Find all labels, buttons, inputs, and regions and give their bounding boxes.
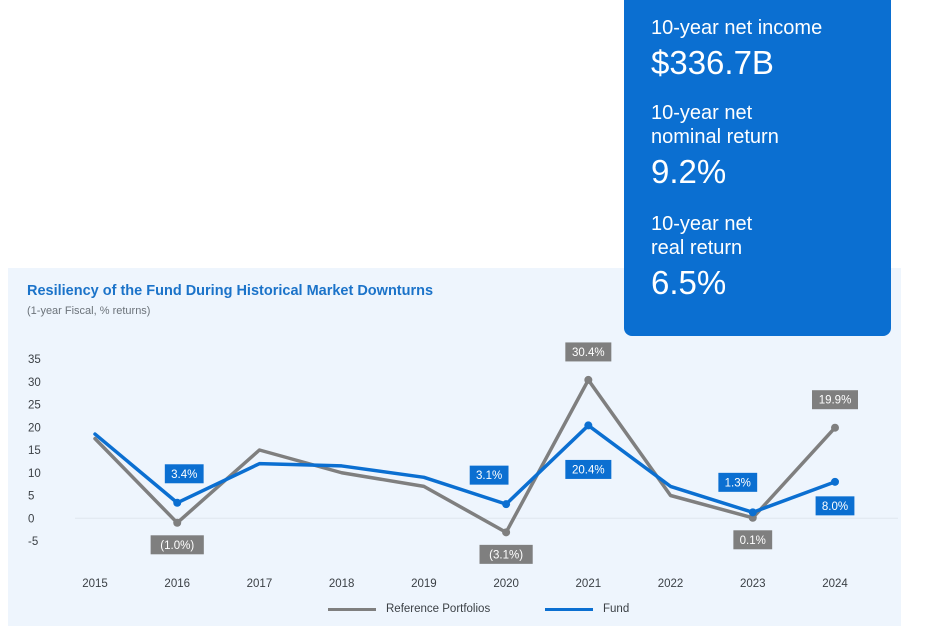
series-line-reference [93,378,837,535]
data-label: (1.0%) [160,540,194,552]
data-label-box [479,544,533,564]
y-tick-label: 20 [28,422,41,434]
x-tick-label: 2016 [164,578,190,590]
chart-subtitle: (1-year Fiscal, % returns) [27,305,151,317]
legend-item-fund: Fund [545,601,629,617]
stats-card: 10-year net income $336.7B 10-year net n… [624,0,891,336]
point-reference [584,375,593,384]
point-fund [584,421,593,430]
point-reference [502,528,511,537]
data-label-box [733,530,773,550]
point-reference [831,423,839,432]
point-fund [502,500,511,509]
x-tick-label: 2024 [822,578,848,590]
x-tick-label: 2015 [82,578,108,590]
stat-value: 6.5% [651,264,727,301]
stat-value: 9.2% [651,153,727,190]
data-label-box [565,342,612,362]
x-tick-label: 2023 [740,578,766,590]
data-label-box [469,465,509,485]
data-label-box [718,472,758,492]
legend-item-reference: Reference Portfolios [328,601,490,617]
stat-net-income: 10-year net income $336.7B [651,16,822,82]
data-label: 30.4% [572,347,605,359]
legend-swatch-fund [545,607,593,611]
data-label: 0.1% [740,535,766,547]
legend-swatch-reference [328,607,376,611]
series-line-fund [93,423,837,515]
data-label-box [815,496,855,516]
point-fund [173,498,182,507]
stat-nominal-return: 10-year net nominal return 9.2% [651,101,779,191]
point-reference [173,518,182,527]
y-tick-label: -5 [28,536,38,548]
data-label-box [565,459,612,479]
y-tick-label: 25 [28,400,41,412]
y-tick-label: 30 [28,377,41,389]
data-label: 20.4% [572,464,605,476]
legend-label-reference: Reference Portfolios [386,603,491,615]
data-label-box [150,535,204,555]
stat-label: 10-year net income [651,17,823,39]
stat-label: 10-year net nominal return [651,102,779,148]
stat-real-return: 10-year net real return 6.5% [651,212,752,302]
y-tick-label: 10 [28,468,41,480]
x-tick-label: 2019 [411,578,437,590]
stat-value: $336.7B [651,44,774,81]
y-tick-label: 35 [28,354,41,366]
x-tick-label: 2021 [576,578,602,590]
y-tick-label: 15 [28,445,41,457]
data-label-box [164,464,204,484]
y-tick-label: 5 [28,491,34,503]
data-label: 1.3% [725,477,751,489]
y-tick-label: 0 [28,513,34,525]
x-tick-label: 2018 [329,578,355,590]
data-label: 3.1% [476,470,502,482]
data-label: 19.9% [819,395,852,407]
data-label-box [812,390,858,410]
point-fund [748,508,757,517]
x-tick-label: 2017 [247,578,273,590]
stat-label: 10-year net real return [651,213,753,259]
data-label: 3.4% [171,469,197,481]
chart-title: Resiliency of the Fund During Historical… [27,283,434,299]
data-label: 8.0% [822,501,848,513]
point-fund [831,477,839,486]
x-tick-label: 2020 [493,578,519,590]
data-label: (3.1%) [489,549,523,561]
legend-label-fund: Fund [603,603,630,615]
x-tick-label: 2022 [658,578,684,590]
